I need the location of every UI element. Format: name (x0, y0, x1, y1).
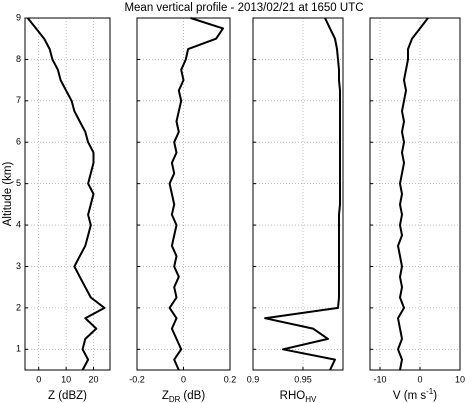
x-tick-label: -0.2 (129, 374, 145, 384)
x-axis-label-part: DR (169, 395, 181, 403)
x-tick-label: 0 (181, 374, 186, 384)
y-tick-label: 9 (16, 12, 21, 22)
x-axis-label: RHOHV (280, 390, 317, 403)
y-tick-label: 1 (16, 344, 21, 354)
x-axis-label: ZDR (dB) (162, 390, 205, 403)
x-tick-label: 20 (89, 374, 99, 384)
x-tick-label: 10 (455, 374, 465, 384)
y-tick-label: 5 (16, 178, 21, 188)
x-axis-label-part: RHO (280, 390, 306, 402)
y-tick-label: 2 (16, 302, 21, 312)
y-tick-label: 8 (16, 54, 21, 64)
profile-line (168, 17, 224, 371)
x-tick-label: 0 (36, 374, 41, 384)
axes-frame (369, 17, 461, 371)
x-axis-label-part: Z (162, 390, 169, 402)
x-tick-label: 0.9 (247, 374, 260, 384)
x-tick-label: -10 (373, 374, 386, 384)
profile-line (397, 17, 429, 371)
y-tick-label: 7 (16, 95, 21, 105)
x-axis-label-part: V (m s (393, 390, 426, 402)
chart-title: Mean vertical profile - 2013/02/21 at 16… (124, 2, 363, 14)
x-axis-label-part: HV (305, 395, 317, 403)
y-tick-label: 6 (16, 137, 21, 147)
x-axis-label-part: (dB) (183, 390, 205, 402)
x-axis-label-part: -1 (426, 387, 434, 396)
x-axis-label-part: Z (dBZ) (48, 390, 87, 402)
profile-line (26, 17, 106, 371)
axes-frame (252, 17, 344, 371)
y-axis-label: Altitude (km) (2, 162, 14, 227)
x-axis-label-part: ) (433, 390, 437, 402)
x-axis-label: Z (dBZ) (48, 390, 87, 402)
profile-line (264, 17, 341, 371)
x-tick-label: 0.2 (224, 374, 237, 384)
x-tick-label: 0.95 (294, 374, 312, 384)
axes-frame (24, 17, 111, 371)
y-tick-label: 3 (16, 261, 21, 271)
axes-frame (136, 17, 231, 371)
x-axis-label: V (m s-1) (393, 387, 437, 402)
y-tick-label: 4 (16, 219, 21, 229)
x-tick-label: 10 (61, 374, 71, 384)
x-tick-label: 0 (417, 374, 422, 384)
